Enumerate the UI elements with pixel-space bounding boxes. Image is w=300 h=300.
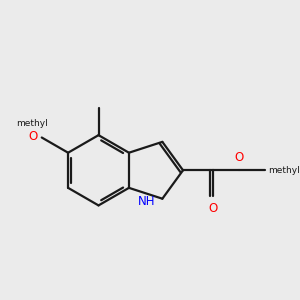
Text: O: O [28,130,38,142]
Text: methyl: methyl [16,118,48,127]
Text: methyl: methyl [268,166,300,175]
Text: O: O [235,151,244,164]
Text: O: O [209,202,218,215]
Text: NH: NH [138,195,155,208]
